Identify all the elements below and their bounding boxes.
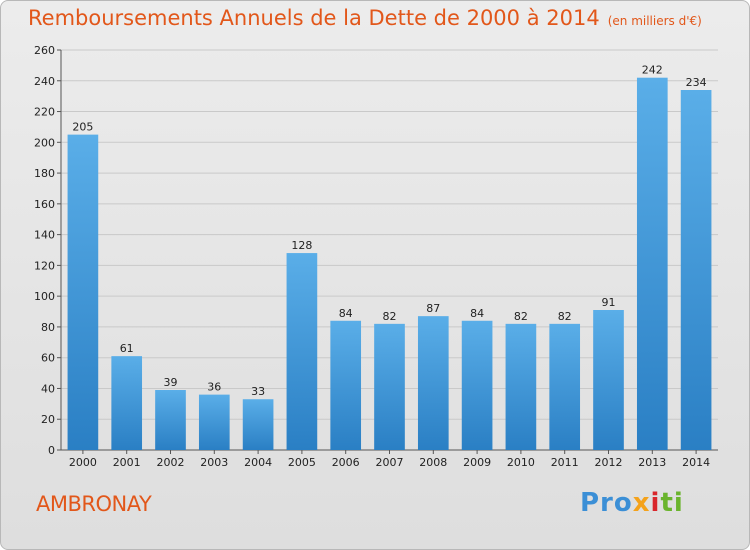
bar-2004 [242,399,274,450]
y-tick-label: 120 [34,259,55,272]
x-tick-label-2013: 2013 [638,456,666,469]
bar-2008 [417,316,449,450]
y-tick-label: 240 [34,75,55,88]
x-tick-label-2007: 2007 [376,456,404,469]
bar-2007 [374,323,405,450]
y-tick-label: 180 [34,167,55,180]
data-label-2012: 91 [602,296,616,309]
y-tick-label: 260 [34,44,55,57]
bar-2014 [680,90,712,450]
bar-2002 [155,390,186,450]
y-tick-label: 200 [34,136,55,149]
data-label-2013: 242 [642,64,663,77]
bar-2005 [286,253,318,450]
x-tick-label-2005: 2005 [288,456,316,469]
y-tick-label: 20 [41,413,55,426]
data-label-2004: 33 [251,385,265,398]
data-label-2011: 82 [558,310,572,323]
data-label-2007: 82 [383,310,397,323]
y-tick-label: 100 [34,290,55,303]
data-label-2002: 39 [164,376,178,389]
data-label-2006: 84 [339,307,353,320]
bar-2003 [198,394,230,450]
unit-label: (en milliers d'€) [607,14,702,28]
bar-2000 [67,134,99,450]
bars [67,77,712,450]
commune-name: AMBRONAY [36,492,152,516]
x-tick-label-2000: 2000 [69,456,97,469]
x-tick-label-2011: 2011 [551,456,579,469]
data-label-2003: 36 [207,381,221,394]
y-tick-label: 220 [34,106,55,119]
data-label-2014: 234 [686,76,707,89]
x-tick-label-2004: 2004 [244,456,272,469]
y-tick-label: 0 [48,444,55,457]
bar-2001 [111,356,143,450]
x-tick-label-2010: 2010 [507,456,535,469]
bar-2010 [505,323,537,450]
x-tick-label-2008: 2008 [419,456,447,469]
labels: 0 20 40 60 80 100 120 140 160 180 200 220 240 260 205 2… [34,44,710,469]
x-tick-label-2002: 2002 [157,456,185,469]
x-tick-label-2009: 2009 [463,456,491,469]
bar-2011 [549,323,581,450]
bar-2012 [593,310,624,450]
x-tick-label-2012: 2012 [595,456,623,469]
data-label-2001: 61 [120,342,134,355]
title-text: Remboursements Annuels de la Dette de 20… [28,6,600,30]
chart-title: Remboursements Annuels de la Dette de 20… [28,6,702,30]
data-label-2008: 87 [426,302,440,315]
data-label-2005: 128 [291,239,312,252]
y-tick-label: 140 [34,229,55,242]
proxiti-logo: Proxiti [580,488,684,518]
x-tick-label-2006: 2006 [332,456,360,469]
data-label-2010: 82 [514,310,528,323]
x-tick-label-2003: 2003 [200,456,228,469]
data-label-2000: 205 [72,121,93,134]
y-tick-label: 160 [34,198,55,211]
bar-2006 [330,320,362,450]
y-tick-label: 40 [41,382,55,395]
data-label-2009: 84 [470,307,484,320]
y-tick-label: 80 [41,321,55,334]
bar-2013 [636,77,668,450]
x-tick-label-2014: 2014 [682,456,710,469]
x-tick-label-2001: 2001 [113,456,141,469]
y-tick-label: 60 [41,352,55,365]
bar-2009 [461,320,493,450]
